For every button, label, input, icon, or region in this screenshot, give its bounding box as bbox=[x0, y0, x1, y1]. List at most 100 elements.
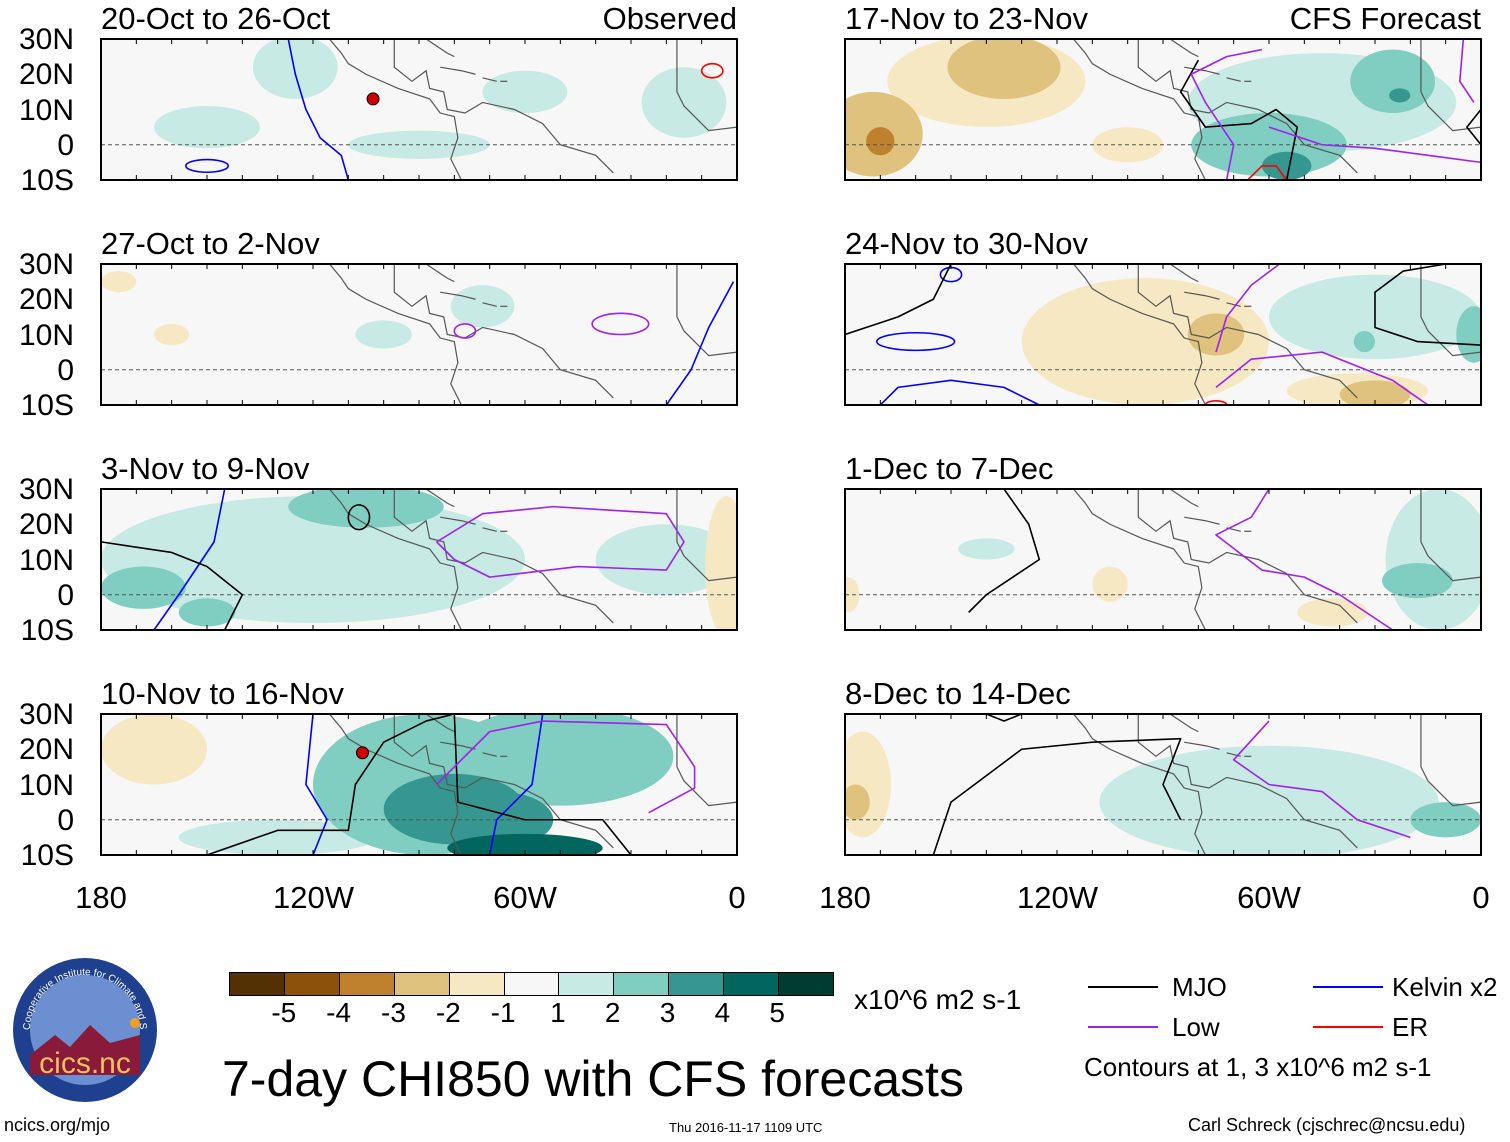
coastline bbox=[676, 39, 737, 132]
footer-author: Carl Schreck (cjschrec@ncsu.edu) bbox=[1188, 1115, 1466, 1135]
colorbar-swatch bbox=[339, 973, 395, 995]
anomaly-region bbox=[252, 39, 338, 99]
colorbar-swatch bbox=[614, 973, 670, 995]
map-background bbox=[101, 264, 737, 405]
lon-label: 0 bbox=[1472, 880, 1490, 915]
panel-title: 24-Nov to 30-Nov bbox=[845, 226, 1088, 261]
lat-label: 30N bbox=[18, 23, 74, 56]
coastline bbox=[1169, 39, 1199, 58]
colorbar-swatch bbox=[779, 973, 833, 995]
low-contour bbox=[1215, 351, 1429, 405]
panel-title: 20-Oct to 26-Oct bbox=[101, 1, 331, 36]
footer-url[interactable]: ncics.org/mjo bbox=[4, 1115, 111, 1135]
coastline bbox=[1184, 516, 1220, 525]
coastline bbox=[1137, 39, 1358, 174]
anomaly-region bbox=[101, 714, 207, 785]
lon-label: 0 bbox=[728, 880, 746, 915]
anomaly-region bbox=[178, 598, 236, 627]
anomaly-region bbox=[101, 496, 525, 623]
legend-mjo-label: MJO bbox=[1172, 972, 1227, 1002]
legend-kelvin-line bbox=[1313, 986, 1383, 988]
coastline bbox=[393, 39, 614, 174]
coastline bbox=[425, 39, 455, 58]
low-contour bbox=[1232, 720, 1411, 839]
coastline bbox=[1137, 714, 1358, 849]
anomaly-region bbox=[288, 489, 444, 528]
panel-tag: CFS Forecast bbox=[1289, 1, 1481, 36]
anomaly-region bbox=[1350, 49, 1436, 114]
cics-logo: Cooperative Institute for Climate and Sa… bbox=[10, 955, 157, 1102]
panel-title: 27-Oct to 2-Nov bbox=[101, 226, 320, 261]
kelvin-contour bbox=[488, 714, 544, 855]
anomaly-region bbox=[178, 819, 377, 855]
anomaly-region bbox=[1187, 313, 1245, 356]
anomaly-region bbox=[447, 833, 603, 855]
legend: MJO Kelvin x2 Low ER bbox=[1088, 972, 1508, 1052]
mjo-contour bbox=[1179, 59, 1299, 180]
lat-label: 10N bbox=[18, 318, 74, 352]
anomaly-region bbox=[1385, 489, 1481, 630]
lat-label: 30N bbox=[18, 248, 74, 281]
kelvin-contour bbox=[287, 39, 350, 180]
anomaly-region bbox=[355, 320, 412, 349]
lat-label: 20N bbox=[18, 283, 74, 317]
lat-label: 10S bbox=[20, 839, 74, 872]
coastline bbox=[425, 489, 455, 508]
colorbar-label: -2 bbox=[435, 997, 461, 1028]
legend-kelvin-label: Kelvin x2 bbox=[1392, 972, 1498, 1002]
coastline bbox=[328, 39, 462, 180]
anomaly-region bbox=[1261, 151, 1312, 180]
legend-er-label: ER bbox=[1392, 1012, 1429, 1042]
coastline bbox=[482, 302, 497, 307]
coastline bbox=[482, 77, 497, 82]
kelvin-contour bbox=[879, 379, 1040, 405]
lat-label: 10N bbox=[18, 543, 74, 577]
storm-marker-icon bbox=[355, 746, 369, 760]
low-contour bbox=[436, 505, 685, 578]
lat-label: 20N bbox=[18, 733, 74, 767]
coastline bbox=[1184, 741, 1220, 750]
anomaly-region bbox=[482, 70, 568, 114]
colorbar-swatch bbox=[559, 973, 615, 995]
lon-label: 180 bbox=[75, 880, 127, 915]
storm-marker-icon bbox=[366, 92, 380, 106]
anomaly-region bbox=[154, 105, 260, 149]
colorbar-label: 1 bbox=[550, 997, 566, 1028]
map-panel bbox=[844, 38, 1482, 181]
legend-low-label: Low bbox=[1172, 1012, 1220, 1042]
logo-text: cics.nc bbox=[39, 1047, 131, 1080]
panel-title: 17-Nov to 23-Nov bbox=[845, 1, 1088, 36]
mjo-contour bbox=[968, 489, 1041, 613]
anomaly-region bbox=[1021, 278, 1269, 405]
kelvin-contour bbox=[876, 331, 956, 352]
lat-label: 0 bbox=[57, 128, 74, 162]
mjo-contour bbox=[347, 504, 371, 531]
colorbar-swatch bbox=[284, 973, 340, 995]
mjo-contour bbox=[986, 714, 1022, 722]
coastline bbox=[1420, 714, 1481, 807]
kelvin-contour bbox=[153, 489, 226, 630]
coastline bbox=[676, 264, 737, 357]
lon-label: 120W bbox=[1017, 880, 1098, 915]
coastline bbox=[328, 264, 462, 405]
colorbar-units: x10^6 m2 s-1 bbox=[854, 984, 1022, 1015]
low-contour bbox=[1215, 489, 1394, 630]
colorbar-swatch bbox=[669, 973, 725, 995]
mjo-contour bbox=[932, 737, 1182, 855]
coastline bbox=[440, 516, 476, 525]
coastline bbox=[1184, 66, 1220, 75]
colorbar-label: -3 bbox=[381, 997, 406, 1028]
lat-label: 10N bbox=[18, 768, 74, 802]
lat-label: 0 bbox=[57, 353, 74, 387]
anomaly-region bbox=[1456, 306, 1481, 363]
kelvin-contour bbox=[305, 714, 328, 855]
coastline bbox=[1226, 77, 1241, 82]
lat-label: 20N bbox=[18, 58, 74, 92]
coastline bbox=[1184, 291, 1220, 300]
low-contour bbox=[436, 720, 696, 814]
lat-label: 20N bbox=[18, 508, 74, 542]
map-panel bbox=[100, 263, 738, 406]
er-contour bbox=[700, 62, 724, 79]
